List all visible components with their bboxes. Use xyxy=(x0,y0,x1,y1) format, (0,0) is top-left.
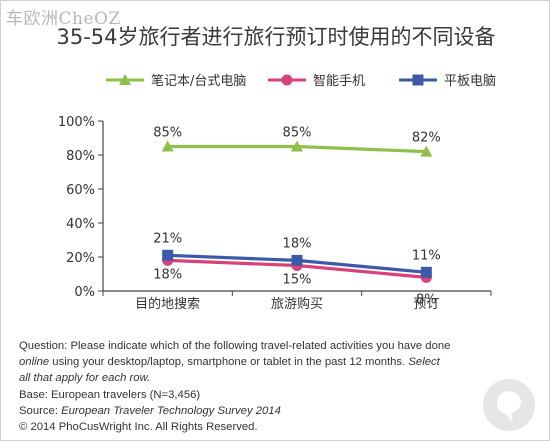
series-0-point-1 xyxy=(291,140,303,152)
legend-label-0: 笔记本/台式电脑 xyxy=(151,73,246,89)
chart-notes: Question: Please indicate which of the f… xyxy=(19,338,519,435)
series-0-label-2: 82% xyxy=(412,131,441,146)
series-1-label-1: 15% xyxy=(283,273,312,288)
legend-marker-0 xyxy=(119,74,131,85)
speech-bubble-logo-icon xyxy=(483,379,535,431)
question-line-1: Question: Please indicate which of the f… xyxy=(19,340,451,352)
chart-title: 35-54岁旅行者进行旅行预订时使用的不同设备 xyxy=(56,25,496,49)
y-tick-label-1: 20% xyxy=(66,251,95,266)
question-line-2: online using your desktop/laptop, smartp… xyxy=(19,354,519,370)
line-chart: 笔记本/台式电脑 智能手机 平板电脑 0% 20% 40% 60% 80% 100% 目的地搜索 旅… xyxy=(58,73,496,312)
base-note: Base: European travelers (N=3,456) xyxy=(19,388,201,401)
question-text: using your desktop/laptop, smartphone or… xyxy=(49,356,409,369)
question-emphasis-all: all that apply for each row. xyxy=(19,372,151,385)
legend-label-2: 平板电脑 xyxy=(444,74,496,89)
legend-marker-1 xyxy=(281,74,293,86)
y-tick-label-2: 40% xyxy=(66,217,95,232)
series-0-point-2 xyxy=(420,145,433,157)
source-note: Source: European Traveler Technology Sur… xyxy=(19,403,519,419)
legend-label-1: 智能手机 xyxy=(313,74,365,89)
copyright-note: © 2014 PhoCusWright Inc. All Rights Rese… xyxy=(19,421,258,434)
x-tick-label-2: 预订 xyxy=(413,297,439,312)
source-prefix: Source: xyxy=(19,404,62,417)
y-tick-label-3: 60% xyxy=(66,183,95,198)
y-tick-label-5: 100% xyxy=(58,115,95,130)
series-0-point-0 xyxy=(161,140,174,152)
series-2-label-2: 11% xyxy=(412,248,441,263)
series-2-point-1 xyxy=(291,254,303,266)
series-2-label-0: 21% xyxy=(153,231,182,246)
y-tick-label-4: 80% xyxy=(66,149,95,164)
series-0-label-1: 85% xyxy=(283,126,312,141)
series-1-label-2: 8% xyxy=(416,292,437,307)
watermark-text: 车欧洲CheOZ xyxy=(6,9,121,29)
y-tick-label-0: 0% xyxy=(74,285,95,300)
series-1-label-0: 18% xyxy=(153,267,182,282)
x-tick-label-0: 目的地搜索 xyxy=(135,296,200,312)
source-title: European Traveler Technology Survey 2014 xyxy=(61,404,281,417)
series-2-point-0 xyxy=(162,249,174,261)
series-2-point-2 xyxy=(420,266,432,278)
series-2-label-1: 18% xyxy=(283,236,312,251)
x-tick-label-1: 旅游购买 xyxy=(271,296,323,312)
question-emphasis-select: Select xyxy=(408,356,440,369)
series-0-label-0: 85% xyxy=(153,126,182,141)
question-line-3: all that apply for each row. xyxy=(19,370,519,386)
question-emphasis-online: online xyxy=(19,356,50,369)
legend-marker-2 xyxy=(412,74,424,86)
